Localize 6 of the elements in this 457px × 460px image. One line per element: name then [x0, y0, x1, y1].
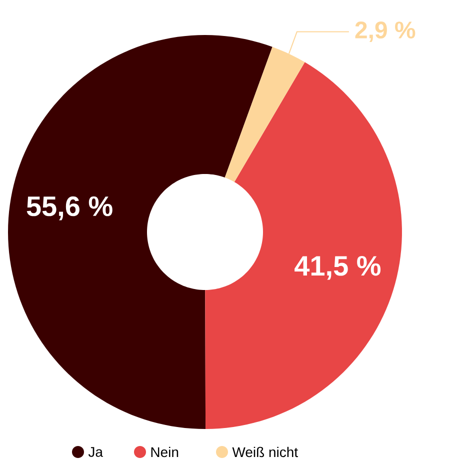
legend-label: Weiß nicht: [232, 446, 298, 458]
data-label: 55,6 %: [26, 196, 112, 220]
data-label: 2,9 %: [355, 22, 416, 42]
data-label: 41,5 %: [294, 256, 381, 280]
legend-label: Nein: [151, 446, 178, 458]
legend-label: Ja: [88, 447, 103, 457]
